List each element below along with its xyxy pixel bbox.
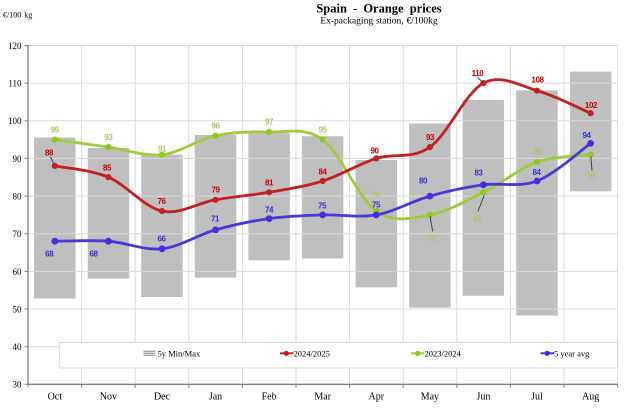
svg-text:5y Min/Max: 5y Min/Max [158, 348, 201, 358]
svg-text:2023/2024: 2023/2024 [425, 348, 462, 358]
svg-text:96: 96 [211, 121, 220, 130]
svg-text:Ex-packaging station, €/100kg: Ex-packaging station, €/100kg [320, 16, 438, 26]
svg-text:Spain - Orange prices: Spain - Orange prices [316, 2, 441, 16]
svg-text:66: 66 [157, 234, 166, 243]
svg-text:74: 74 [265, 206, 274, 215]
svg-text:84: 84 [318, 168, 327, 177]
svg-text:83: 83 [474, 169, 483, 178]
svg-text:Jun: Jun [476, 392, 490, 403]
svg-text:50: 50 [13, 304, 23, 314]
svg-text:95: 95 [318, 126, 327, 135]
svg-text:81: 81 [265, 179, 274, 188]
svg-text:75: 75 [428, 235, 437, 244]
svg-text:84: 84 [532, 168, 541, 177]
svg-text:30: 30 [13, 380, 23, 390]
svg-text:Aug: Aug [582, 392, 599, 403]
svg-text:60: 60 [13, 267, 23, 277]
svg-text:110: 110 [472, 69, 485, 78]
svg-text:85: 85 [103, 163, 112, 172]
svg-text:102: 102 [585, 101, 598, 110]
svg-text:93: 93 [426, 133, 435, 142]
svg-text:Dec: Dec [154, 392, 171, 403]
svg-text:Apr: Apr [369, 392, 385, 403]
svg-text:40: 40 [13, 342, 23, 352]
svg-text:90: 90 [370, 147, 379, 156]
svg-text:89: 89 [533, 148, 542, 157]
svg-text:Oct: Oct [48, 392, 63, 403]
svg-text:€/100 kg: €/100 kg [3, 11, 32, 20]
svg-text:80: 80 [13, 192, 23, 202]
svg-text:70: 70 [13, 229, 23, 239]
svg-text:75: 75 [372, 201, 381, 210]
svg-text:Nov: Nov [100, 392, 117, 403]
svg-text:100: 100 [8, 116, 22, 126]
svg-text:94: 94 [582, 131, 591, 140]
svg-text:68: 68 [45, 250, 54, 259]
svg-text:110: 110 [8, 79, 22, 89]
svg-text:75: 75 [318, 202, 327, 211]
svg-text:Jul: Jul [531, 392, 543, 403]
svg-text:76: 76 [372, 191, 381, 200]
svg-text:108: 108 [531, 76, 544, 85]
svg-text:90: 90 [13, 154, 23, 164]
svg-text:95: 95 [51, 126, 60, 135]
svg-text:2024/2025: 2024/2025 [294, 348, 330, 358]
svg-text:88: 88 [45, 149, 54, 158]
svg-text:81: 81 [473, 214, 482, 223]
svg-text:80: 80 [419, 177, 428, 186]
svg-text:76: 76 [157, 197, 166, 206]
svg-text:May: May [421, 392, 439, 403]
svg-text:71: 71 [211, 215, 220, 224]
svg-text:91: 91 [158, 145, 167, 154]
svg-text:Feb: Feb [262, 392, 277, 403]
svg-text:79: 79 [211, 186, 220, 195]
svg-text:5 year avg: 5 year avg [554, 348, 590, 358]
svg-text:Jan: Jan [209, 392, 222, 403]
svg-text:120: 120 [8, 41, 22, 51]
svg-text:93: 93 [104, 133, 113, 142]
svg-text:Mar: Mar [314, 392, 331, 403]
svg-text:68: 68 [89, 250, 98, 259]
svg-text:97: 97 [265, 118, 274, 127]
svg-text:91: 91 [588, 172, 597, 181]
